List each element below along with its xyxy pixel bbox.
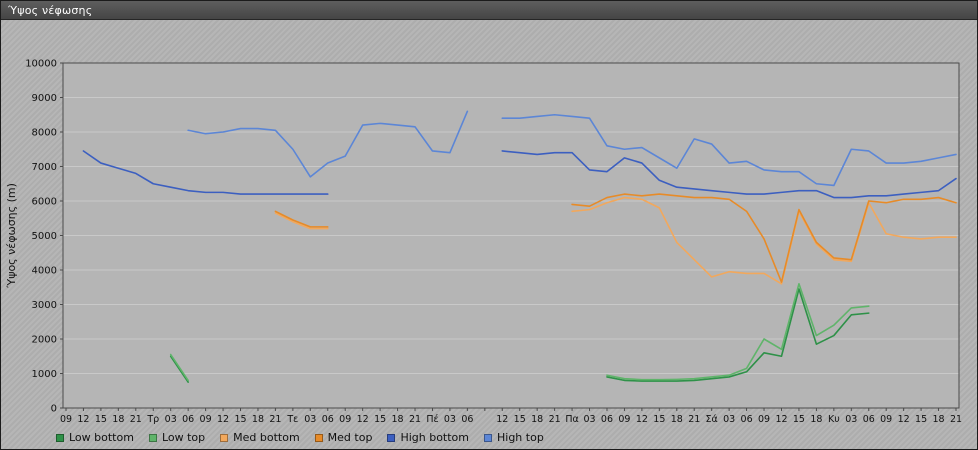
svg-text:12: 12 [898,414,910,425]
legend-swatch-icon [220,433,229,442]
svg-text:6000: 6000 [32,197,57,208]
svg-text:18: 18 [810,414,822,425]
svg-text:03: 03 [583,414,595,425]
svg-text:18: 18 [671,414,683,425]
svg-text:21: 21 [688,414,700,425]
svg-text:09: 09 [880,414,892,425]
svg-text:03: 03 [165,414,177,425]
svg-text:10000: 10000 [25,59,57,70]
svg-text:15: 15 [234,414,246,425]
svg-text:15: 15 [653,414,665,425]
legend-label: Med bottom [233,431,300,444]
svg-text:12: 12 [77,414,89,425]
svg-text:09: 09 [618,414,630,425]
svg-text:12: 12 [636,414,648,425]
svg-text:12: 12 [496,414,508,425]
svg-text:12: 12 [357,414,369,425]
svg-text:2000: 2000 [32,335,57,346]
svg-text:Κυ: Κυ [828,414,840,425]
svg-text:09: 09 [60,414,72,425]
svg-text:12: 12 [775,414,787,425]
svg-text:3000: 3000 [32,300,57,311]
svg-text:1000: 1000 [32,369,57,380]
legend-swatch-icon [314,433,323,442]
svg-text:21: 21 [549,414,561,425]
svg-text:06: 06 [863,414,875,425]
svg-text:5000: 5000 [32,231,57,242]
svg-text:21: 21 [130,414,142,425]
svg-text:21: 21 [950,414,962,425]
svg-text:Σά: Σά [706,414,718,425]
svg-text:06: 06 [601,414,613,425]
svg-text:21: 21 [269,414,281,425]
window-title-bar: Ύψος νέφωσης [1,1,977,20]
svg-text:15: 15 [514,414,526,425]
legend-label: Low top [161,431,206,444]
legend-item-low-top: Low top [148,431,206,444]
svg-text:15: 15 [374,414,386,425]
svg-text:4000: 4000 [32,266,57,277]
svg-text:18: 18 [531,414,543,425]
svg-text:09: 09 [758,414,770,425]
svg-text:18: 18 [252,414,264,425]
legend-item-low-bottom: Low bottom [56,431,134,444]
svg-text:8000: 8000 [32,128,57,139]
svg-text:06: 06 [322,414,334,425]
legend-label: Low bottom [69,431,134,444]
window-title: Ύψος νέφωσης [8,3,93,17]
legend-swatch-icon [387,433,396,442]
legend-item-med-top: Med top [314,431,373,444]
svg-text:06: 06 [461,414,473,425]
legend-swatch-icon [56,433,64,442]
svg-text:15: 15 [95,414,107,425]
cloud-height-chart: 0 1000 2000 3000 4000 5000 6000 7000 8000 9000 100… [5,59,962,426]
svg-text:18: 18 [933,414,945,425]
svg-text:Πα: Πα [565,414,578,425]
svg-text:Ύψος νέφωσης (m): Ύψος νέφωσης (m) [5,183,18,289]
svg-text:Τρ: Τρ [146,414,159,425]
svg-text:18: 18 [392,414,404,425]
legend-label: Med top [327,431,373,444]
svg-text:03: 03 [304,414,316,425]
svg-text:06: 06 [741,414,753,425]
svg-text:21: 21 [409,414,421,425]
svg-text:7000: 7000 [32,162,57,173]
legend-item-high-bottom: High bottom [387,431,469,444]
svg-text:15: 15 [915,414,927,425]
svg-text:09: 09 [200,414,212,425]
svg-text:06: 06 [182,414,194,425]
svg-text:09: 09 [339,414,351,425]
svg-text:9000: 9000 [32,93,57,104]
svg-text:15: 15 [793,414,805,425]
svg-text:12: 12 [217,414,229,425]
svg-text:Πέ: Πέ [426,414,438,425]
legend-label: High top [497,431,544,444]
svg-text:03: 03 [723,414,735,425]
legend-item-med-bottom: Med bottom [220,431,300,444]
svg-text:03: 03 [444,414,456,425]
svg-text:03: 03 [845,414,857,425]
legend-swatch-icon [484,433,492,442]
svg-text:Τε: Τε [286,414,298,425]
legend-label: High bottom [400,431,469,444]
svg-text:0: 0 [51,404,57,415]
chart-legend: Low bottom Low top Med bottom Med top High b… [56,431,544,444]
legend-swatch-icon [148,433,157,442]
legend-item-high-top: High top [484,431,544,444]
svg-text:18: 18 [112,414,124,425]
